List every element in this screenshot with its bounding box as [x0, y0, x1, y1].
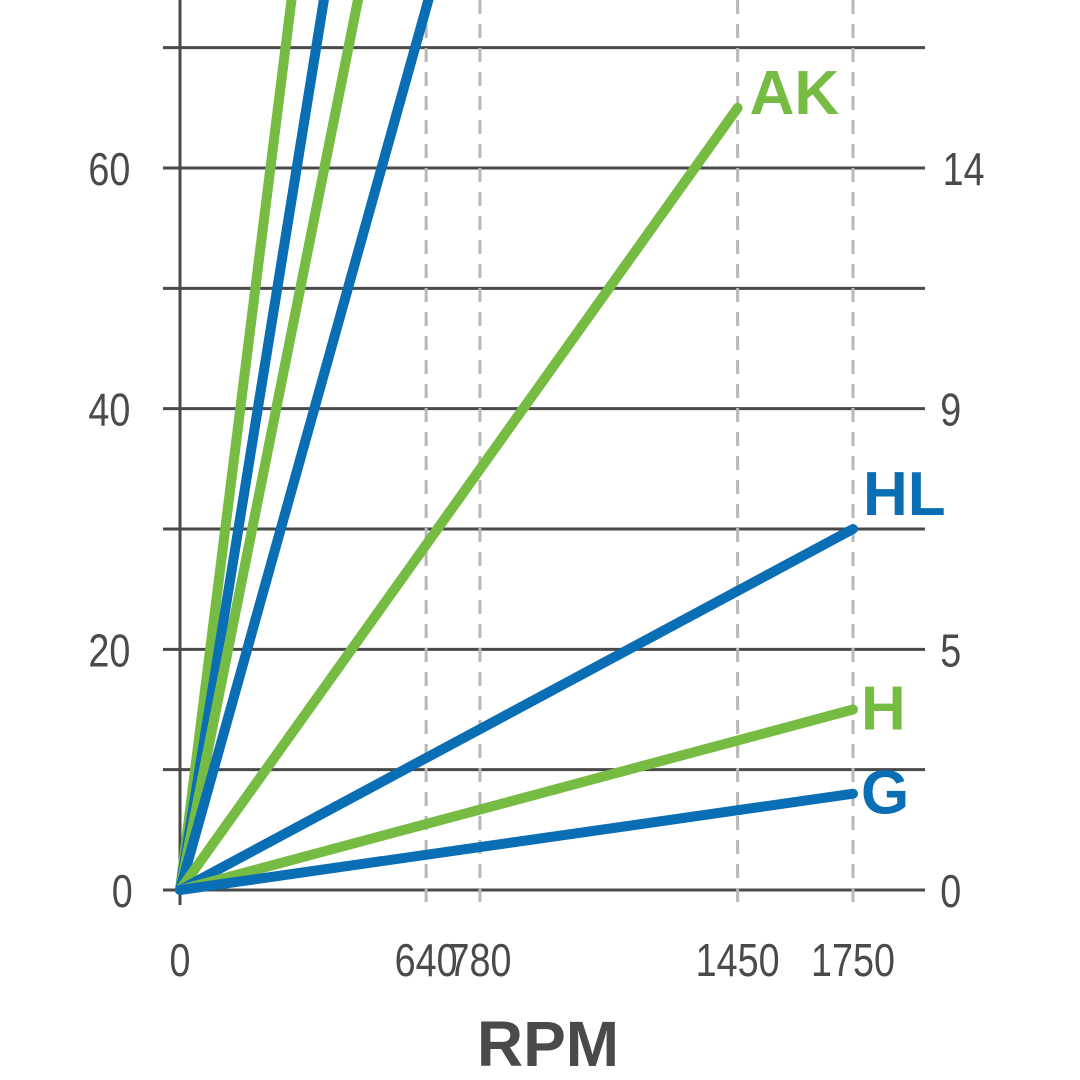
right-tick-label: 0: [940, 865, 961, 916]
right-tick-label: 9: [940, 384, 961, 435]
right-tick-label: 5: [940, 625, 961, 676]
x-tick-label: 1450: [696, 934, 780, 985]
x-tick-label: 640: [395, 934, 458, 985]
series-line-ak: [175, 102, 743, 895]
gridlines: [163, 46, 925, 892]
left-tick-label: 20: [88, 625, 130, 676]
series-line-hl: [175, 524, 858, 895]
left-tick-label: 0: [112, 865, 133, 916]
series-label-g: G: [861, 759, 909, 828]
series-line: [175, 0, 297, 895]
series-line: [175, 0, 434, 895]
x-tick-label: 1750: [811, 934, 895, 985]
right-tick-labels: 0 5 9 14: [940, 143, 984, 916]
x-tick-label: 780: [449, 934, 512, 985]
x-axis-label: RPM: [477, 1008, 619, 1080]
series-lines: [175, 0, 858, 895]
series-line: [175, 0, 329, 895]
left-tick-labels: 0 20 40 60: [88, 143, 132, 916]
left-tick-label: 60: [88, 143, 130, 194]
series-label-hl: HL: [863, 460, 946, 529]
x-tick-label: 0: [170, 934, 191, 985]
series-line: [175, 0, 364, 895]
series-line-g: [175, 788, 858, 895]
series-labels: AK HL HG: [750, 59, 946, 828]
series-label-ak: AK: [750, 59, 840, 128]
left-tick-label: 40: [88, 384, 130, 435]
series-line-h: [175, 704, 858, 895]
series-label-h: H: [861, 675, 906, 744]
right-tick-label: 14: [943, 143, 985, 194]
